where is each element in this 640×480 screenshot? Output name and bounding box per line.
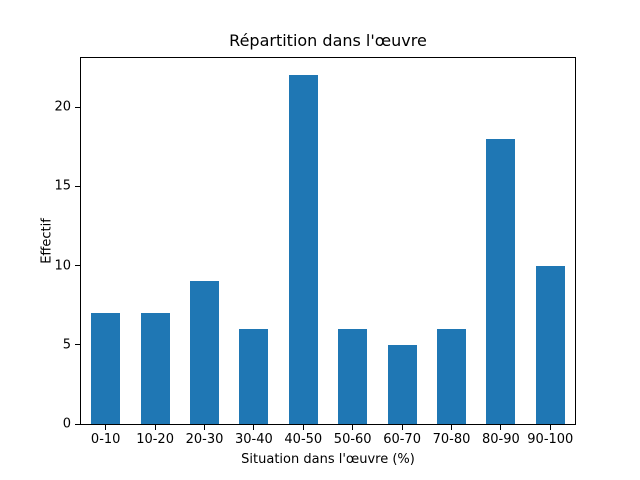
- bars-layer: [81, 58, 575, 424]
- bar-50-60: [338, 328, 368, 424]
- x-tick-mark: [451, 424, 452, 430]
- y-tick-label: 20: [54, 99, 71, 115]
- bar-70-80: [437, 328, 466, 424]
- x-tick-label: 20-30: [185, 432, 224, 447]
- x-tick-mark: [105, 424, 107, 430]
- x-tick-mark: [154, 424, 156, 430]
- chart-title: Répartition dans l'œuvre: [229, 31, 427, 50]
- bar-0-10: [91, 313, 121, 424]
- x-tick-label: 90-100: [527, 432, 574, 447]
- y-tick-mark: [75, 185, 81, 187]
- bar-20-30: [190, 281, 219, 424]
- x-tick-mark: [302, 424, 304, 430]
- x-tick-mark: [352, 424, 354, 430]
- bar-10-20: [140, 313, 170, 424]
- x-tick-label: 70-80: [432, 432, 471, 447]
- x-tick-label: 60-70: [383, 432, 421, 447]
- bar-40-50: [288, 75, 318, 424]
- x-tick-label: 80-90: [482, 432, 520, 447]
- x-tick-mark: [253, 424, 255, 430]
- bar-60-70: [387, 344, 417, 424]
- y-tick-mark: [75, 106, 81, 108]
- x-tick-mark: [500, 424, 502, 430]
- y-tick-label: 10: [54, 258, 71, 274]
- bar-80-90: [486, 138, 516, 424]
- x-tick-mark: [549, 424, 551, 430]
- x-tick-label: 40-50: [284, 432, 323, 447]
- y-tick-label: 0: [62, 416, 71, 432]
- bar-30-40: [239, 328, 269, 424]
- x-axis-label: Situation dans l'œuvre (%): [241, 452, 415, 467]
- plot-area: 0 5 10 15 20 0-10 10-20 20-30 30-40 40-50 50-60 60…: [54, 57, 576, 447]
- x-tick-mark: [401, 424, 403, 430]
- x-tick-label: 30-40: [235, 432, 273, 447]
- y-tick-mark: [75, 265, 81, 267]
- x-tick-label: 50-60: [333, 432, 372, 447]
- y-axis-label: Effectif: [39, 218, 55, 264]
- bar-90-100: [535, 265, 565, 424]
- x-tick-label: 0-10: [90, 432, 121, 447]
- y-tick-mark: [75, 344, 81, 346]
- y-tick-mark: [75, 423, 81, 425]
- y-tick-label: 15: [54, 178, 71, 194]
- x-tick-mark: [204, 424, 205, 430]
- x-tick-label: 10-20: [136, 432, 174, 447]
- y-tick-label: 5: [62, 337, 71, 353]
